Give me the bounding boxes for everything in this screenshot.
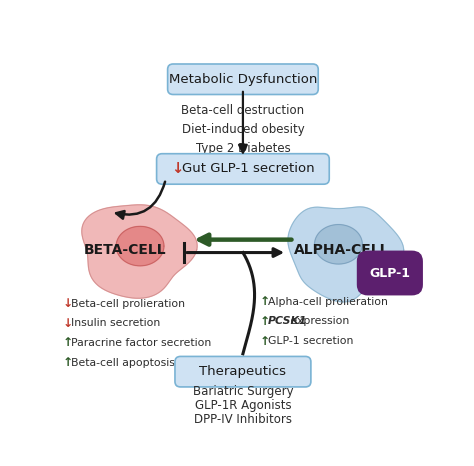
Text: GLP-1: GLP-1 bbox=[369, 267, 410, 280]
Text: ↑: ↑ bbox=[259, 295, 270, 308]
Text: Metabolic Dysfunction: Metabolic Dysfunction bbox=[169, 73, 317, 86]
Text: GLP-1 secretion: GLP-1 secretion bbox=[267, 336, 353, 346]
Text: BETA-CELL: BETA-CELL bbox=[84, 243, 167, 257]
Text: ↓: ↓ bbox=[63, 297, 73, 310]
Text: Beta-cell apoptosis: Beta-cell apoptosis bbox=[71, 358, 175, 368]
Text: Beta-cell prolieration: Beta-cell prolieration bbox=[71, 299, 185, 308]
Text: ↓: ↓ bbox=[63, 317, 73, 330]
FancyBboxPatch shape bbox=[156, 154, 329, 184]
FancyBboxPatch shape bbox=[357, 251, 423, 295]
Text: expression: expression bbox=[287, 316, 350, 327]
Text: Bariatric Surgery: Bariatric Surgery bbox=[192, 385, 293, 398]
Text: Insulin secretion: Insulin secretion bbox=[71, 318, 160, 328]
FancyArrowPatch shape bbox=[187, 249, 281, 256]
Polygon shape bbox=[82, 205, 197, 298]
Text: GLP-1R Agonists: GLP-1R Agonists bbox=[195, 399, 291, 412]
Text: PCSK1: PCSK1 bbox=[267, 316, 307, 327]
Polygon shape bbox=[116, 226, 164, 266]
Polygon shape bbox=[315, 225, 362, 264]
Text: ↑: ↑ bbox=[63, 336, 73, 350]
Text: ALPHA-CELL: ALPHA-CELL bbox=[294, 243, 390, 257]
Text: Alpha-cell prolieration: Alpha-cell prolieration bbox=[267, 297, 387, 307]
Text: DPP-IV Inhibitors: DPP-IV Inhibitors bbox=[194, 412, 292, 425]
FancyArrowPatch shape bbox=[116, 182, 165, 219]
FancyBboxPatch shape bbox=[168, 64, 318, 95]
Text: Diet-induced obesity: Diet-induced obesity bbox=[182, 123, 304, 136]
Text: Beta-cell destruction: Beta-cell destruction bbox=[182, 104, 304, 117]
Polygon shape bbox=[288, 207, 404, 302]
Text: Paracrine factor secretion: Paracrine factor secretion bbox=[71, 338, 211, 348]
Text: ↑: ↑ bbox=[63, 356, 73, 369]
FancyBboxPatch shape bbox=[175, 356, 311, 387]
Text: Type 2 Diabetes: Type 2 Diabetes bbox=[196, 142, 290, 155]
Text: Gut GLP-1 secretion: Gut GLP-1 secretion bbox=[182, 163, 315, 175]
Text: ↑: ↑ bbox=[259, 335, 270, 348]
Text: ↑: ↑ bbox=[259, 315, 270, 328]
FancyArrowPatch shape bbox=[199, 235, 292, 245]
Text: ↓: ↓ bbox=[171, 161, 183, 177]
Text: Therapeutics: Therapeutics bbox=[200, 365, 286, 378]
